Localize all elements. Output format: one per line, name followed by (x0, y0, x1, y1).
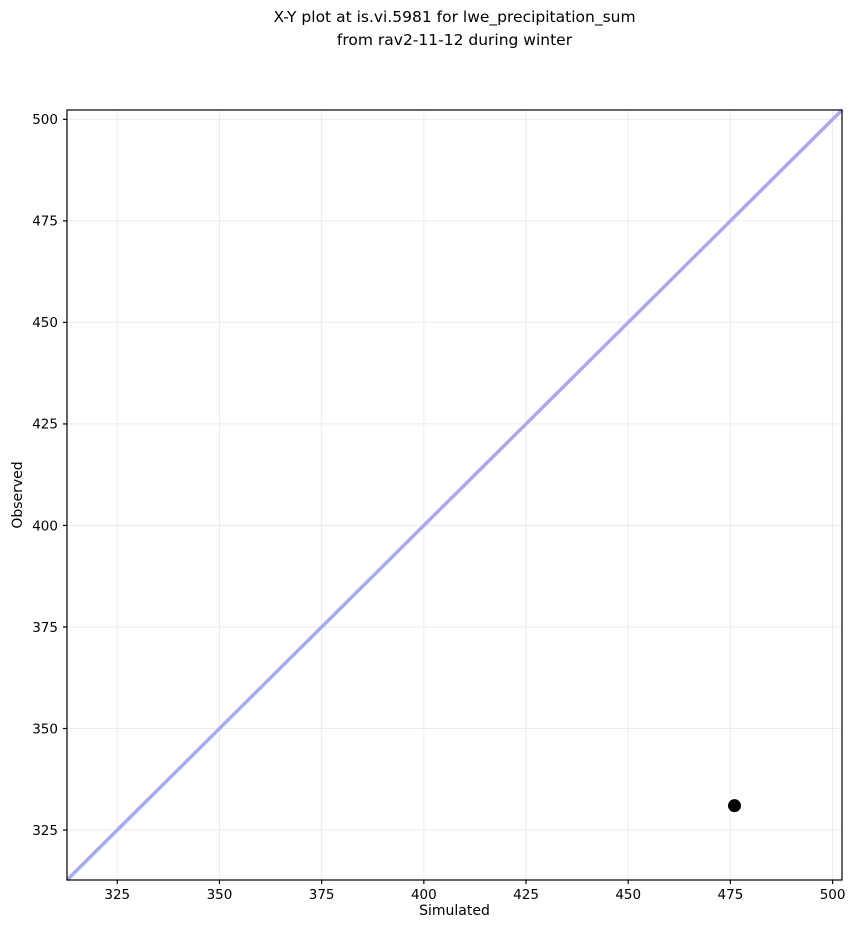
y-tick-label: 400 (32, 518, 58, 534)
y-tick-label: 325 (32, 823, 58, 839)
y-tick-label: 450 (32, 315, 58, 331)
data-point (727, 799, 741, 813)
x-tick-label: 425 (513, 887, 539, 903)
y-tick-label: 500 (32, 112, 58, 128)
y-axis-label: Observed (10, 461, 26, 528)
x-tick-label: 350 (207, 887, 233, 903)
plot-layers: 325 350 375 400 425 450 475 500 325 350 375 400 425 4… (32, 108, 846, 903)
identity-line (65, 108, 844, 882)
y-tick-label: 375 (32, 620, 58, 636)
x-tick-label: 450 (615, 887, 641, 903)
x-tick-label: 400 (411, 887, 437, 903)
x-tick-label: 475 (718, 887, 744, 903)
y-tick-label: 350 (32, 721, 58, 737)
x-tick-label: 500 (820, 887, 846, 903)
x-axis-label: Simulated (419, 903, 490, 919)
y-tick-label: 475 (32, 214, 58, 230)
x-tick-label: 325 (104, 887, 130, 903)
axes-spine (66, 109, 843, 881)
chart-title-line-2: from rav2-11-12 during winter (336, 31, 573, 49)
y-tick-label: 425 (32, 417, 58, 433)
chart-title-line-1: X-Y plot at is.vi.5981 for lwe_precipita… (273, 8, 636, 26)
chart-title: X-Y plot at is.vi.5981 for lwe_precipita… (67, 6, 842, 52)
x-tick-label: 375 (309, 887, 335, 903)
